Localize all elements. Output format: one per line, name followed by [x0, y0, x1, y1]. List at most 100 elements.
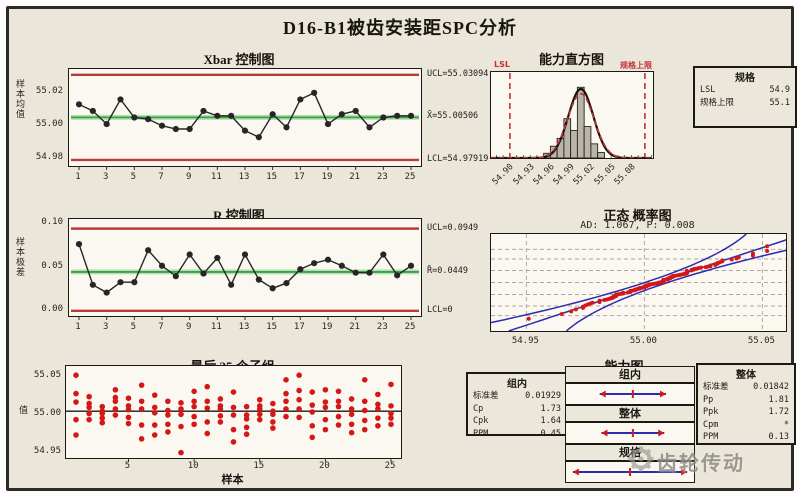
data-point	[348, 429, 355, 436]
limit-annotation: LCL=54.97919	[427, 153, 489, 164]
stat-label: 标准差	[473, 391, 499, 401]
data-point	[112, 406, 119, 412]
data-point	[165, 421, 171, 428]
data-point	[86, 410, 92, 417]
interval-label-overall: 整体	[565, 405, 695, 422]
data-point	[388, 410, 394, 417]
y-tick-label: 54.98	[35, 151, 63, 162]
stat-label: 标准差	[703, 382, 729, 392]
data-point	[361, 407, 368, 414]
limit-annotation: UCL=0.0949	[427, 222, 479, 233]
data-point	[348, 406, 355, 412]
confidence-band	[491, 234, 747, 324]
y-tick-label: 55.05	[33, 369, 61, 380]
data-point	[172, 273, 179, 280]
stat-row: Pp 1.81	[698, 394, 794, 407]
y-tick-label: 55.00	[33, 408, 61, 419]
data-point	[217, 403, 224, 409]
data-point	[75, 241, 83, 248]
limit-annotation: X̄=55.00506	[427, 111, 479, 122]
data-point	[241, 251, 249, 258]
data-point	[348, 396, 355, 402]
stat-value: 0.13	[768, 432, 789, 442]
data-point	[186, 251, 193, 258]
data-point	[230, 426, 237, 433]
stat-label: Cp	[473, 403, 484, 414]
stat-row: LSL 54.9	[695, 84, 795, 97]
spec-box-rows: LSL 54.9 规格上限 55.1	[695, 84, 795, 109]
left-arrow	[601, 429, 608, 437]
prob-point	[573, 307, 578, 312]
data-point	[228, 112, 235, 119]
x-tick-label: 13	[238, 172, 250, 182]
x-tick-label: 55.02	[571, 162, 597, 188]
xbar-chart-title: Xbar 控制图	[203, 52, 275, 67]
x-tick-label: 19	[321, 322, 333, 332]
stat-value: 0.01929	[525, 391, 561, 401]
x-tick-label: 25	[384, 461, 396, 471]
prob-point	[750, 251, 755, 256]
data-point	[165, 412, 171, 418]
data-point	[230, 404, 237, 411]
data-point	[322, 416, 329, 423]
right-arrow	[658, 429, 665, 437]
data-point	[335, 422, 342, 428]
data-point	[217, 413, 224, 419]
x-tick-label: 54.90	[490, 162, 516, 188]
data-point	[256, 416, 263, 423]
y-tick-label: 55.02	[35, 85, 63, 96]
data-point	[243, 403, 250, 410]
stat-label: Pp	[703, 394, 714, 405]
stat-label: Ppk	[703, 407, 719, 417]
data-point	[324, 256, 332, 263]
data-point	[361, 377, 368, 383]
data-point	[131, 114, 138, 121]
data-point	[309, 402, 316, 408]
data-point	[375, 406, 381, 412]
data-point	[178, 400, 184, 406]
prob-point	[590, 300, 595, 305]
data-point	[311, 89, 318, 96]
data-point	[270, 400, 276, 407]
data-point	[388, 415, 394, 421]
spec-interval	[565, 461, 695, 483]
stat-value: 1.72	[768, 407, 789, 417]
data-point	[270, 419, 276, 425]
stat-label: PPM	[703, 432, 719, 442]
data-point	[151, 392, 158, 398]
x-tick-label: 15	[253, 461, 265, 471]
x-tick-label: 5	[124, 461, 131, 471]
data-point	[241, 127, 249, 134]
data-point	[375, 401, 381, 408]
data-point	[269, 111, 276, 118]
stat-value: 54.9	[769, 85, 790, 95]
data-point	[309, 423, 316, 429]
data-point	[270, 425, 276, 431]
data-point	[117, 96, 124, 103]
data-point	[112, 394, 119, 401]
left-arrow	[572, 468, 579, 476]
prob-point	[699, 265, 704, 270]
data-point	[230, 439, 237, 445]
data-point	[256, 403, 263, 409]
data-point	[214, 112, 221, 119]
x-tick-label: 7	[158, 172, 164, 182]
data-point	[324, 120, 332, 128]
data-point	[178, 406, 184, 412]
data-point	[228, 281, 235, 288]
prob-point	[736, 255, 741, 260]
stat-row: Cp 1.73	[468, 403, 566, 416]
data-point	[165, 429, 171, 435]
confidence-band	[565, 249, 786, 331]
last25-x-axis-label: 样本	[221, 474, 244, 486]
x-tick-label: 13	[238, 322, 250, 332]
data-point	[86, 416, 92, 423]
data-point	[204, 419, 211, 425]
data-point	[178, 411, 184, 418]
r-x-ticks: 1 3 5 7 9 11 13 15 17 19 21 23 25	[68, 322, 420, 334]
data-point	[296, 414, 302, 421]
prob-point	[597, 298, 602, 303]
data-point	[380, 251, 387, 258]
histogram-plot	[490, 71, 654, 159]
